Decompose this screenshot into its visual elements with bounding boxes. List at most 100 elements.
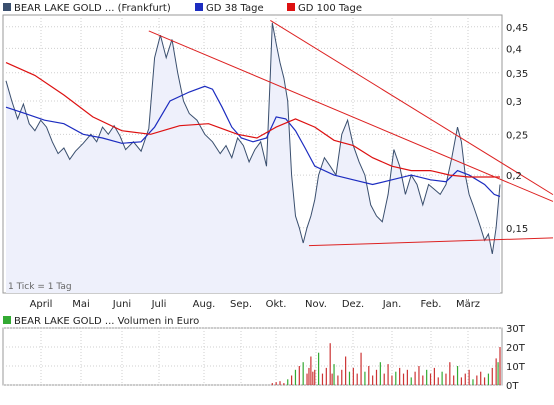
legend-swatch-price [3,3,11,11]
volume-bar [497,362,499,385]
volume-grid [3,327,502,386]
price-series-line [5,22,501,254]
ma38-series-line [5,85,501,198]
volume-bar [325,367,327,385]
volume-bar [375,369,378,385]
volume-bar [456,366,459,385]
volume-bar [294,369,297,385]
trend-line [148,30,554,202]
volume-bar [453,375,455,385]
volume-bar [476,375,478,385]
volume-bar [395,371,397,385]
volume-bar [399,367,401,385]
volume-bar [271,383,273,385]
volume-bar [480,371,482,385]
volume-legend: BEAR LAKE GOLD ... Volumen in Euro [3,316,199,327]
volume-bar [472,379,474,385]
volume-bar [287,379,289,385]
volume-bar [314,369,316,385]
volume-bar [487,373,490,385]
volume-bar [468,369,470,385]
volume-bar [329,343,331,385]
legend-label-ma38: GD 38 Tage [206,3,264,14]
volume-bar [298,366,300,385]
volume-bar [379,362,381,385]
legend-label-price: BEAR LAKE GOLD ... (Frankfurt) [14,3,171,14]
volume-bar [499,347,501,385]
volume-bar [387,364,389,385]
volume-y-axis: 0T 10T 20T 30T [506,324,526,392]
price-y-tick-label: 0,2 [506,171,522,182]
tick-note: 1 Tick = 1 Tag [8,282,72,292]
price-x-tick-label: Jan. [382,299,402,310]
volume-bar [306,373,308,385]
trend-line [308,237,554,247]
volume-bar [433,367,435,385]
volume-y-tick-label: 10T [506,362,526,373]
volume-bar [368,366,370,385]
price-x-tick-label: Mai [72,299,90,310]
legend-label-volume: BEAR LAKE GOLD ... Volumen in Euro [14,316,199,327]
volume-y-tick-label: 20T [506,343,526,354]
volume-bar [312,371,314,385]
volume-bar [310,356,312,385]
volume-bar [360,352,362,385]
price-x-tick-label: Nov. [305,299,327,310]
volume-bar [406,369,408,385]
volume-bar [437,377,439,385]
volume-y-tick-label: 30T [506,324,526,335]
price-x-tick-label: Okt. [266,299,287,310]
trend-lines [148,19,554,247]
volume-bars [271,343,501,385]
volume-bar [418,366,420,385]
price-y-tick-label: 0,45 [506,23,528,34]
volume-plot: 0T 10T 20T 30T [2,324,526,392]
volume-bar [290,375,293,385]
price-x-tick-label: März [456,299,480,310]
volume-bar [279,381,281,385]
main-legend: BEAR LAKE GOLD ... (Frankfurt) GD 38 Tag… [3,3,362,14]
volume-bar [441,371,443,385]
volume-bar [275,382,277,385]
legend-swatch-volume [3,316,11,324]
volume-bar [318,352,320,385]
volume-bar [352,367,354,385]
volume-bar [449,362,451,385]
volume-bar [308,367,310,385]
price-y-tick-label: 0,35 [506,69,528,80]
trend-line [270,19,554,196]
legend-swatch-ma100 [287,3,295,11]
volume-y-tick-label: 0T [506,381,519,392]
volume-bar [464,373,466,385]
price-x-tick-label: Feb. [421,299,442,310]
volume-bar [460,377,463,385]
volume-bar [426,369,428,385]
volume-bar [331,373,333,385]
volume-bar [402,373,405,385]
volume-bar [348,371,351,385]
volume-bar [364,371,366,385]
price-x-tick-label: Dez. [342,299,364,310]
price-x-tick-label: Sep. [230,299,252,310]
volume-bar [337,375,339,385]
volume-bar [372,375,374,385]
volume-bar [345,356,347,385]
volume-bar [495,358,497,385]
volume-bar [491,367,493,385]
volume-bar [429,373,432,385]
price-y-tick-label: 0,4 [506,44,522,55]
volume-bar [356,373,358,385]
price-y-tick-label: 0,3 [506,97,522,108]
price-x-axis: April Mai Juni Juli Aug. Sep. Okt. Nov. Dez. Jan.… [30,299,480,310]
price-y-tick-label: 0,15 [506,224,528,235]
volume-bar [483,377,486,385]
price-area-fill [6,22,500,294]
volume-bar [321,373,324,385]
price-y-axis: 0,45 0,4 0,35 0,3 0,25 0,2 0,15 [506,23,528,235]
volume-bar [333,364,335,385]
price-x-tick-label: Juni [112,299,131,310]
ma100-series-line [5,62,500,178]
volume-bar [383,373,385,385]
volume-bar [283,383,285,385]
